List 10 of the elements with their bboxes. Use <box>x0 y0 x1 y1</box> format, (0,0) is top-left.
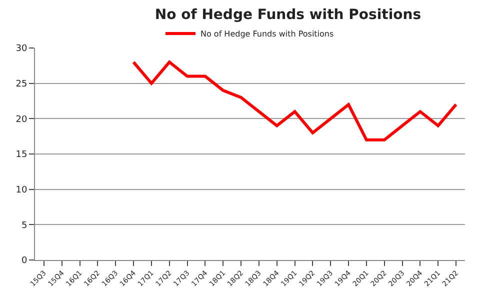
y-tick-label: 15 <box>16 150 28 160</box>
y-tick-label: 0 <box>21 256 28 266</box>
line-series <box>132 60 458 142</box>
legend-label: No of Hedge Funds with Positions <box>200 30 334 39</box>
y-tick-label: 25 <box>16 79 28 90</box>
y-tick-label: 20 <box>16 114 28 125</box>
y-tick-label: 5 <box>21 220 28 231</box>
y-tick-label: 30 <box>16 44 28 54</box>
y-tick-label: 10 <box>16 185 28 196</box>
chart-title: No of Hedge Funds with Positions <box>154 6 422 23</box>
